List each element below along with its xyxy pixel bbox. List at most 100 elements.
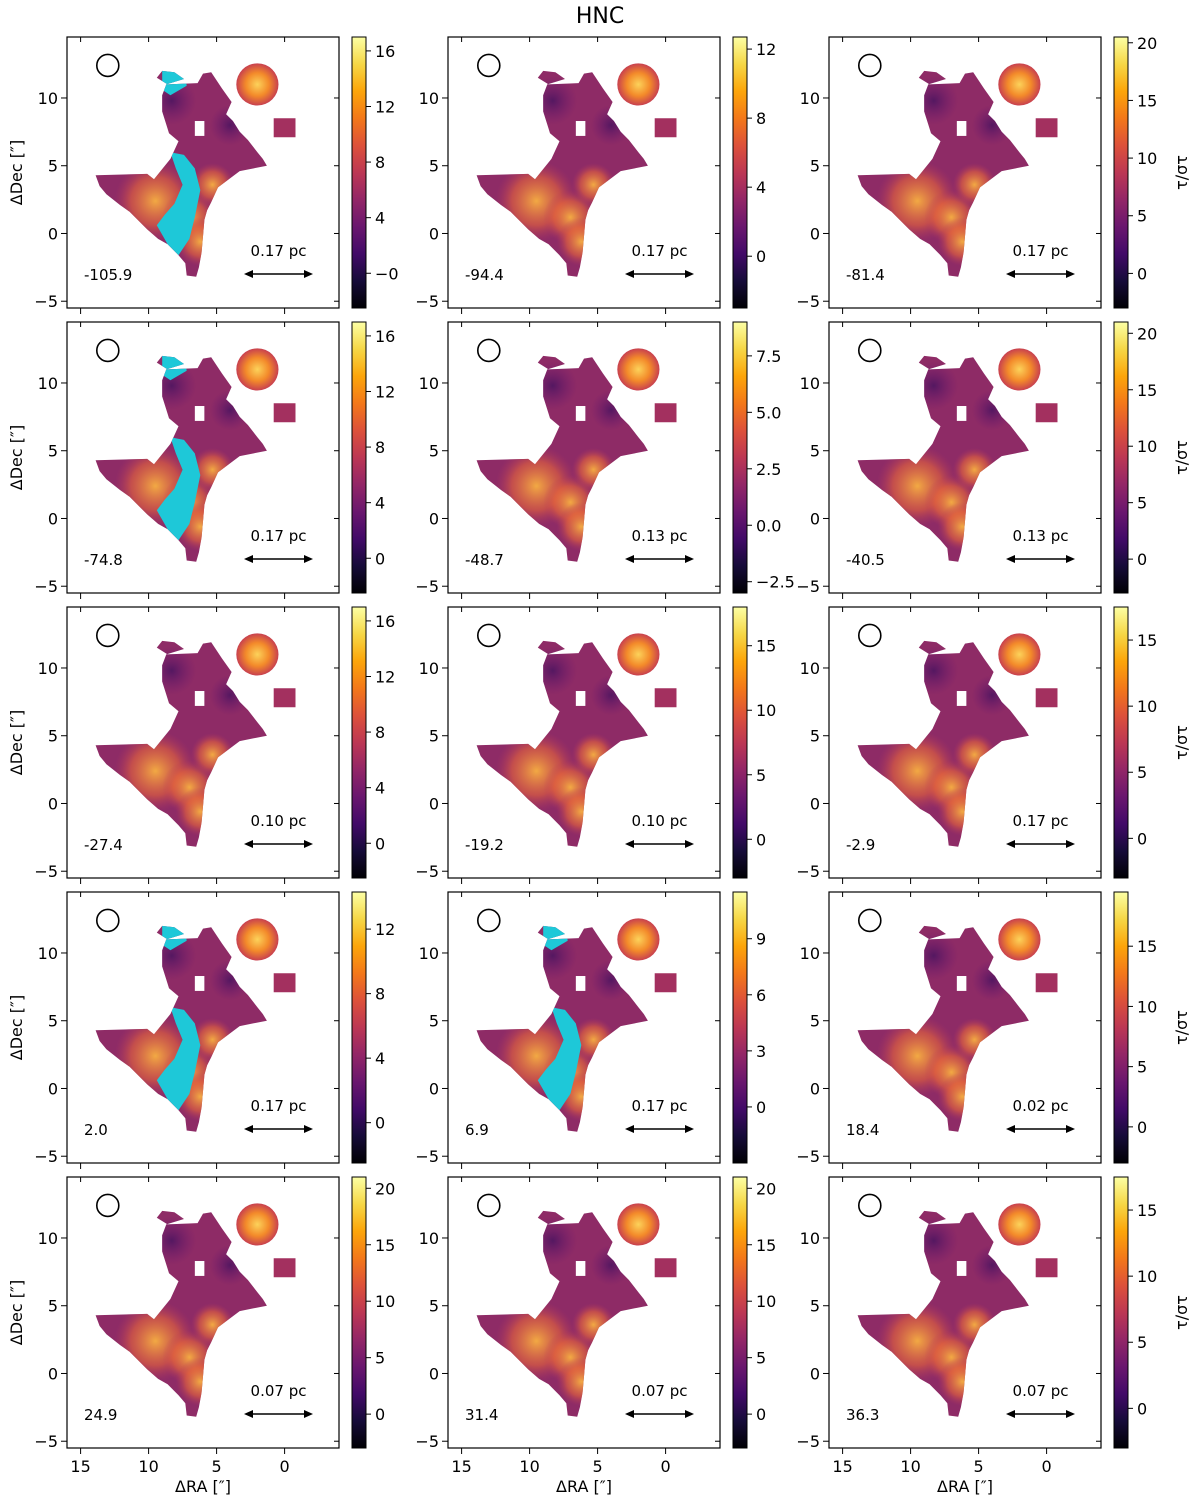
scale-bar-arrowhead	[1006, 1125, 1015, 1133]
emission-blob	[590, 104, 632, 146]
x-tick-label: 10	[519, 1457, 539, 1476]
axes-frame	[447, 36, 721, 309]
colorbar-tick-label: 15	[1137, 91, 1157, 110]
emission-blob	[528, 931, 578, 981]
masked-region	[156, 1007, 201, 1111]
isolated-pixel	[1035, 403, 1058, 423]
axes-frame	[66, 321, 340, 594]
colorbar-tick-label: 4	[375, 209, 385, 228]
isolated-pixel	[654, 973, 677, 993]
y-tick-label: 0	[48, 794, 58, 813]
colorbar	[732, 1176, 748, 1449]
colorbar-tick-label: 20	[1137, 324, 1157, 343]
compact-source	[236, 348, 279, 391]
velocity-label: -2.9	[846, 836, 875, 854]
blank-pixel	[575, 976, 586, 991]
colorbar-tick-label: 15	[1137, 937, 1157, 956]
y-tick-label: 0	[810, 794, 820, 813]
emission-blob	[952, 1018, 997, 1062]
y-tick-label: 0	[810, 509, 820, 528]
emission-blob	[952, 1303, 997, 1347]
axes-frame	[828, 1176, 1102, 1449]
y-tick-label: −5	[415, 1432, 439, 1451]
beam-ellipse	[857, 908, 882, 933]
colorbar-tick-label: 12	[375, 920, 395, 939]
compact-source	[617, 63, 660, 106]
colorbar-tick-label: 8	[375, 438, 385, 457]
scale-bar-arrowhead	[625, 1125, 634, 1133]
y-tick-label: 10	[38, 89, 58, 108]
y-axis-label: ΔDec [″]	[7, 710, 26, 775]
x-axis-label: ΔRA [″]	[556, 1477, 612, 1496]
y-tick-label: −5	[34, 1432, 58, 1451]
colorbar-tick-label: 20	[375, 1179, 395, 1198]
y-tick-label: 5	[48, 727, 58, 746]
colorbar	[1113, 891, 1129, 1164]
isolated-pixel	[273, 688, 296, 708]
scale-bar-arrowhead	[244, 555, 253, 563]
colorbar-tick-label: 4	[375, 779, 385, 798]
scale-bar-label: 0.07 pc	[1013, 1382, 1069, 1400]
colorbar-tick-label: 3	[756, 1042, 766, 1061]
beam-ellipse	[476, 338, 501, 363]
emission-blob	[937, 1072, 987, 1121]
colorbar-tick-label: 0	[1137, 1118, 1147, 1137]
axes-frame	[828, 36, 1102, 309]
colorbar-tick-label: 10	[1137, 697, 1157, 716]
emission-blob	[147, 1216, 197, 1266]
y-tick-label: −5	[796, 1147, 820, 1166]
emission-blob	[937, 1357, 987, 1406]
scale-bar-arrowhead	[1006, 270, 1015, 278]
isolated-pixel	[654, 1258, 677, 1278]
scale-bar-arrowhead	[1006, 840, 1015, 848]
y-tick-label: 10	[419, 1229, 439, 1248]
colorbar-tick-label: 15	[1137, 631, 1157, 650]
emission-blob	[571, 1303, 616, 1347]
colorbar-tick-label: 7.5	[756, 347, 781, 366]
axes-frame	[828, 321, 1102, 594]
y-tick-label: 5	[810, 1012, 820, 1031]
y-tick-label: 0	[48, 1364, 58, 1383]
scale-bar-arrowhead	[244, 840, 253, 848]
colorbar-tick-label: 10	[756, 701, 776, 720]
emission-blob	[909, 931, 959, 981]
map-panel: 24.9 0.07 pc −5 0 5 10 ΔDec [″] 15 10 5 0 ΔRA [″] 0 5…	[7, 1176, 395, 1496]
colorbar-tick-label: 15	[375, 1236, 395, 1255]
emission-blob	[528, 1216, 578, 1266]
scale-bar-label: 0.17 pc	[251, 1097, 307, 1115]
colorbar-tick-label: 5	[1137, 763, 1147, 782]
scale-bar-arrowhead	[625, 840, 634, 848]
isolated-pixel	[1035, 1258, 1058, 1278]
colorbar-tick-label: 4	[375, 1049, 385, 1068]
colorbar-tick-label: 6	[756, 986, 766, 1005]
emission-blob	[937, 217, 987, 266]
isolated-pixel	[1035, 688, 1058, 708]
colorbar-tick-label: 10	[1137, 997, 1157, 1016]
emission-blob	[971, 1244, 1013, 1286]
y-tick-label: 0	[48, 1079, 58, 1098]
colorbar-tick-label: 20	[1137, 34, 1157, 53]
figure-title: HNC	[576, 4, 624, 29]
y-tick-label: 10	[800, 659, 820, 678]
emission-blob	[571, 733, 616, 777]
map-panel: 6.9 0.17 pc −5 0 5 10 0 3 6 9	[415, 891, 766, 1169]
y-tick-label: −5	[796, 577, 820, 596]
x-tick-label: 15	[451, 1457, 471, 1476]
velocity-label: -40.5	[846, 551, 885, 569]
colorbar-tick-label: 5	[1137, 207, 1147, 226]
axes-frame	[66, 36, 340, 309]
colorbar-tick-label: 0	[375, 1114, 385, 1133]
scale-bar-arrowhead	[244, 1125, 253, 1133]
colorbar-tick-label: 5	[1137, 494, 1147, 513]
emission-blob	[952, 163, 997, 207]
colorbar	[351, 891, 367, 1164]
isolated-pixel	[654, 403, 677, 423]
compact-source	[236, 1203, 279, 1246]
colorbar	[732, 606, 748, 879]
y-tick-label: 5	[429, 727, 439, 746]
scale-bar-arrowhead	[1066, 1410, 1075, 1418]
blank-pixel	[956, 406, 967, 421]
scale-bar-label: 0.17 pc	[1013, 242, 1069, 260]
colorbar-tick-label: 12	[756, 40, 776, 59]
